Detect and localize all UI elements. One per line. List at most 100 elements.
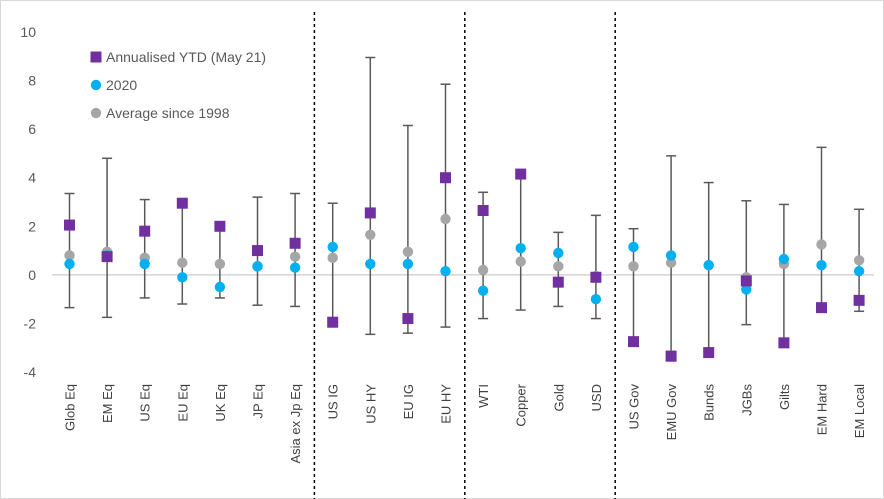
category-label: EMU Gov — [664, 384, 679, 441]
marker-2020 — [741, 284, 752, 295]
category-label: UK Eq — [213, 384, 228, 422]
ytd-marker — [740, 275, 752, 287]
marker-2020 — [64, 258, 75, 270]
ytd-marker — [477, 205, 489, 216]
ytd-marker — [64, 219, 75, 231]
legend-marker — [90, 79, 102, 91]
category-label: JP Eq — [251, 384, 266, 418]
average-marker — [177, 257, 188, 268]
range-whisker — [515, 174, 526, 311]
y-tick-label: 8 — [28, 73, 36, 89]
ytd-marker — [590, 271, 602, 283]
category-labels: Glob Eq EM Eq US Eq EU Eq UK Eq JP Eq Asia ex … — [63, 383, 868, 463]
average-marker — [853, 255, 865, 266]
ytd-marker — [101, 251, 113, 263]
range-whisker — [741, 200, 752, 326]
average-marker — [515, 256, 526, 267]
ytd-marker — [327, 316, 339, 328]
marker-2020 — [515, 242, 526, 254]
marker-2020 — [365, 258, 376, 270]
legend-marker — [90, 51, 102, 63]
legend-label: 2020 — [106, 77, 137, 93]
marker-2020 — [289, 262, 301, 273]
ytd-marker — [364, 207, 376, 219]
ytd-marker — [402, 313, 414, 325]
average-marker — [628, 261, 639, 272]
ytd-marker — [853, 294, 865, 306]
marker-2020 — [553, 247, 564, 259]
average-marker — [327, 252, 338, 264]
legend-entry: Annualised YTD (May 21) — [90, 49, 266, 65]
marker-2020 — [177, 272, 188, 283]
average-marker — [289, 251, 301, 262]
average-marker — [402, 246, 414, 257]
marker-2020 — [703, 259, 714, 271]
ytd-marker — [176, 197, 188, 209]
marker-2020 — [628, 241, 639, 253]
range-whisker — [402, 124, 413, 334]
y-tick-label: 10 — [20, 24, 36, 40]
legend-marker — [90, 107, 102, 119]
range-whisker — [816, 146, 827, 306]
ytd-marker — [139, 225, 151, 237]
range-whisker — [290, 192, 301, 308]
average-marker — [365, 229, 376, 240]
legend-entry: Average since 1998 — [90, 105, 230, 121]
average-marker — [665, 257, 677, 268]
category-label: US Eq — [138, 384, 153, 422]
category-label: Gold — [551, 384, 566, 411]
ytd-marker — [515, 168, 527, 180]
y-tick-label: 2 — [28, 218, 36, 234]
y-tick-label: 6 — [28, 121, 36, 137]
average-marker — [214, 258, 226, 270]
category-label: Copper — [514, 383, 529, 426]
category-label: WTI — [476, 384, 491, 408]
category-label: Glob Eq — [63, 384, 78, 431]
category-label: US Gov — [627, 384, 642, 430]
range-whisker — [778, 203, 789, 343]
average-marker — [553, 261, 564, 272]
range-whisker — [365, 56, 376, 336]
category-label: Bunds — [702, 384, 717, 421]
category-label: EU HY — [439, 384, 454, 424]
category-label: JGBs — [739, 384, 754, 416]
group-separators — [313, 12, 616, 499]
average-marker — [477, 264, 489, 276]
marker-2020 — [853, 266, 865, 277]
category-label: EU Eq — [175, 384, 190, 422]
y-tick-label: 4 — [28, 170, 36, 186]
data-markers — [64, 168, 865, 362]
marker-2020 — [477, 285, 489, 296]
category-label: US IG — [326, 384, 341, 419]
ytd-marker — [703, 347, 715, 359]
average-marker — [816, 239, 827, 250]
category-label: USD — [589, 384, 604, 411]
category-label: EM Hard — [815, 384, 830, 435]
axes: -4 -2 0 2 4 6 8 10 — [20, 24, 874, 380]
ytd-marker — [214, 220, 226, 232]
average-marker — [64, 250, 75, 261]
category-label: EM Local — [852, 384, 867, 438]
range-whisker — [102, 157, 113, 319]
category-label: Asia ex Jp Eq — [288, 384, 303, 464]
marker-2020 — [327, 241, 338, 253]
marker-2020 — [590, 293, 602, 305]
category-label: Gilts — [777, 384, 792, 411]
ytd-marker — [289, 237, 301, 249]
legend: Annualised YTD (May 21) 2020 Average since… — [90, 49, 266, 121]
marker-2020 — [402, 258, 414, 270]
marker-2020 — [440, 266, 451, 277]
marker-2020 — [816, 259, 827, 271]
marker-2020 — [665, 250, 677, 261]
y-tick-label: -4 — [24, 364, 37, 380]
marker-2020 — [214, 281, 226, 293]
average-marker — [440, 213, 451, 225]
ytd-marker — [252, 245, 263, 257]
ytd-marker — [778, 337, 790, 349]
y-tick-label: -2 — [24, 315, 37, 331]
ytd-marker — [816, 302, 827, 314]
y-tick-label: 0 — [28, 267, 36, 283]
legend-label: Annualised YTD (May 21) — [106, 49, 266, 65]
